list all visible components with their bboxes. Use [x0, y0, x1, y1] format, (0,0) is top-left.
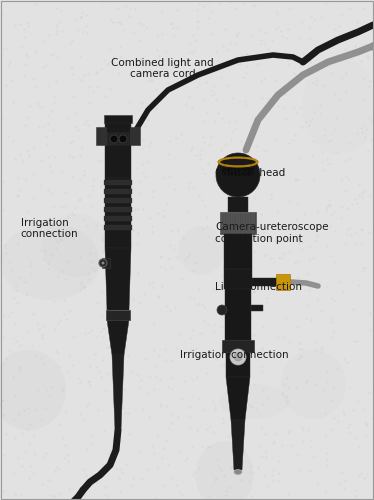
Bar [225, 289, 251, 344]
Ellipse shape [0, 350, 66, 430]
Bar [226, 352, 250, 377]
Circle shape [101, 262, 104, 264]
Bar [228, 197, 248, 212]
Bar [105, 123, 131, 178]
Bar [251, 213, 255, 233]
Bar [220, 212, 256, 234]
Bar [130, 127, 140, 145]
Bar [102, 258, 110, 268]
Bar [246, 213, 250, 233]
Polygon shape [226, 377, 250, 420]
Circle shape [217, 305, 227, 315]
Ellipse shape [0, 224, 100, 300]
Text: Camera-ureteroscope
connection point: Camera-ureteroscope connection point [215, 222, 328, 244]
Bar [276, 274, 290, 290]
Circle shape [216, 153, 260, 197]
Bar [226, 213, 230, 233]
Circle shape [99, 259, 107, 267]
Bar [224, 269, 252, 289]
Circle shape [110, 135, 118, 143]
Bar [105, 178, 131, 248]
Circle shape [234, 353, 242, 361]
Bar [104, 216, 132, 221]
Bar [251, 305, 263, 311]
Bar [104, 207, 132, 212]
Text: Irrigation connection: Irrigation connection [180, 350, 288, 360]
Text: Combined light and
camera cord: Combined light and camera cord [111, 58, 214, 79]
Bar [106, 310, 130, 320]
Bar [104, 180, 132, 185]
Ellipse shape [220, 158, 256, 166]
Bar [231, 213, 235, 233]
Ellipse shape [195, 441, 254, 500]
Bar [224, 234, 252, 269]
Bar [222, 168, 254, 176]
Text: Light connection: Light connection [215, 282, 302, 292]
Text: Camera head: Camera head [215, 168, 285, 177]
Polygon shape [231, 420, 245, 470]
Bar [96, 127, 106, 145]
Circle shape [119, 135, 127, 143]
Ellipse shape [234, 470, 242, 474]
Polygon shape [107, 320, 129, 355]
Circle shape [230, 349, 246, 365]
Bar [236, 213, 240, 233]
Bar [104, 115, 132, 123]
Bar [104, 198, 132, 203]
Bar [104, 189, 132, 194]
Bar [252, 278, 282, 286]
Ellipse shape [178, 226, 224, 275]
Bar [104, 225, 132, 230]
Text: Irrigation
connection: Irrigation connection [21, 218, 78, 239]
Ellipse shape [218, 157, 258, 167]
Bar [222, 340, 254, 352]
Bar [107, 133, 129, 145]
Bar [221, 213, 225, 233]
Polygon shape [105, 248, 131, 310]
Polygon shape [112, 355, 124, 430]
Bar [241, 213, 245, 233]
